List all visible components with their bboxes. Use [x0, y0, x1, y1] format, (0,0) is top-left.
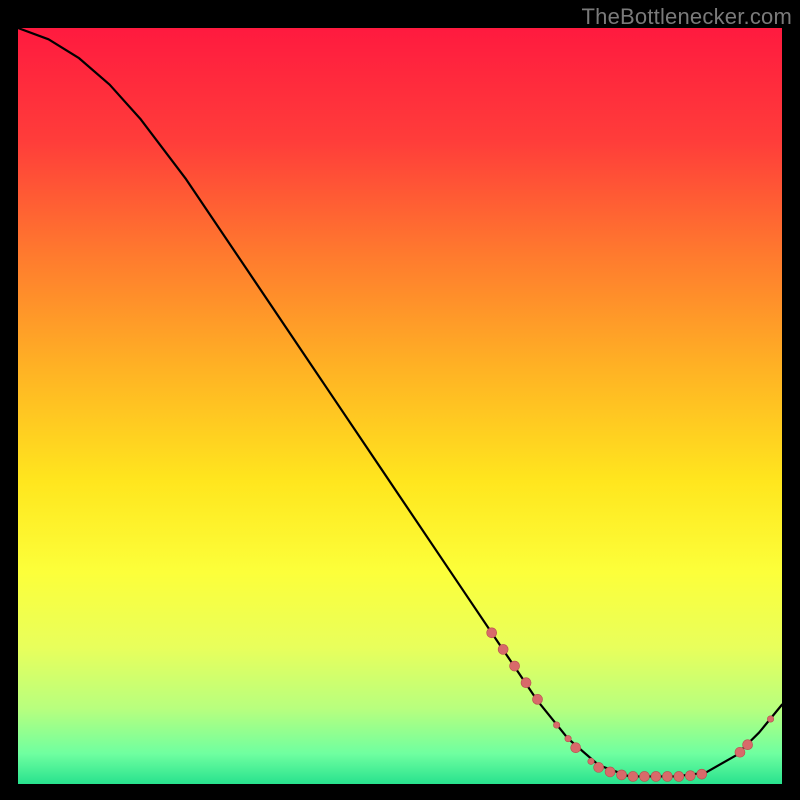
curve-marker	[662, 771, 672, 781]
curve-marker	[553, 722, 559, 728]
plot-background	[18, 28, 782, 784]
curve-marker	[571, 743, 581, 753]
curve-marker	[628, 771, 638, 781]
curve-marker	[594, 762, 604, 772]
curve-marker	[533, 694, 543, 704]
curve-marker	[498, 644, 508, 654]
curve-marker	[767, 716, 773, 722]
curve-marker	[651, 771, 661, 781]
curve-marker	[487, 628, 497, 638]
curve-marker	[617, 770, 627, 780]
curve-marker	[743, 740, 753, 750]
curve-marker	[685, 771, 695, 781]
curve-marker	[735, 747, 745, 757]
curve-marker	[674, 771, 684, 781]
chart-svg	[0, 0, 800, 800]
chart-canvas: { "watermark": { "text": "TheBottlenecke…	[0, 0, 800, 800]
curve-marker	[697, 769, 707, 779]
curve-marker	[510, 661, 520, 671]
curve-marker	[565, 735, 571, 741]
curve-marker	[521, 678, 531, 688]
curve-marker	[588, 758, 594, 764]
curve-marker	[605, 767, 615, 777]
curve-marker	[639, 771, 649, 781]
